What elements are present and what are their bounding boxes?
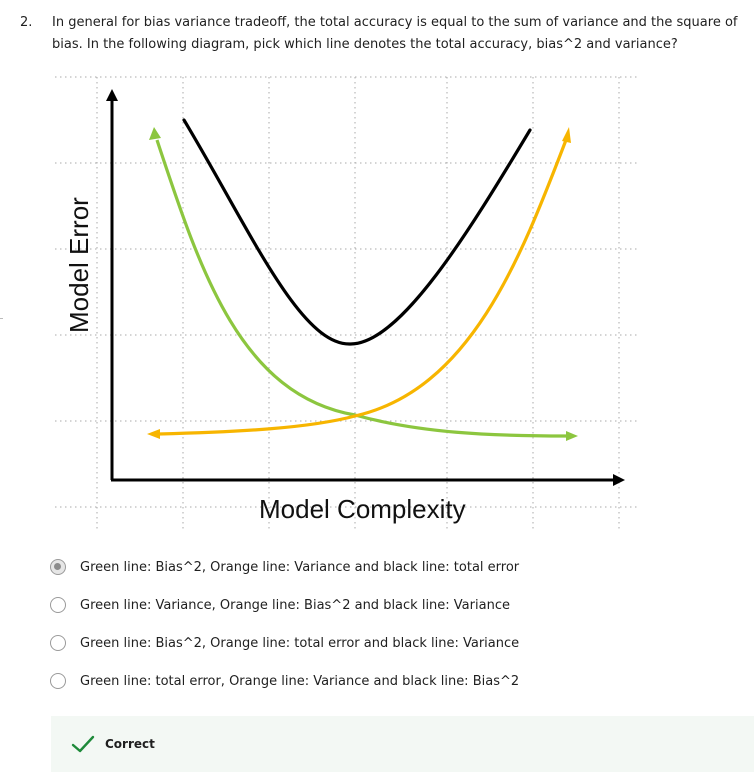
page-edge-mark — [0, 318, 3, 319]
question-number: 2. — [20, 15, 33, 30]
black-curve — [182, 118, 532, 346]
green-curve-start-arrow-icon — [149, 127, 161, 140]
question-text: In general for bias variance tradeoff, t… — [52, 15, 738, 52]
orange-curve-end-arrow-icon — [562, 127, 571, 143]
answer-option-3[interactable]: Green line: Bias^2, Orange line: total e… — [50, 624, 740, 662]
bias-variance-diagram: Model Error Model Complexity — [55, 76, 640, 530]
x-axis-arrow-icon — [613, 474, 625, 486]
answer-option-4[interactable]: Green line: total error, Orange line: Va… — [50, 662, 740, 700]
radio-button-2[interactable] — [50, 597, 66, 613]
answer-options: Green line: Bias^2, Orange line: Varianc… — [50, 548, 740, 700]
feedback-label: Correct — [105, 737, 155, 751]
y-axis-arrow-icon — [106, 89, 118, 101]
answer-option-label: Green line: Bias^2, Orange line: Varianc… — [80, 559, 520, 575]
green-curve — [155, 139, 568, 438]
radio-button-4[interactable] — [50, 673, 66, 689]
y-axis-label: Model Error — [64, 197, 94, 333]
feedback-banner: Correct — [51, 716, 754, 772]
answer-option-1[interactable]: Green line: Bias^2, Orange line: Varianc… — [50, 548, 740, 586]
orange-curve-start-arrow-icon — [147, 429, 160, 439]
checkmark-icon — [71, 735, 95, 753]
green-curve-end-arrow-icon — [566, 431, 578, 441]
radio-button-1[interactable] — [50, 559, 66, 575]
radio-button-3[interactable] — [50, 635, 66, 651]
grid-lines — [55, 76, 640, 530]
axes — [106, 89, 625, 486]
answer-option-label: Green line: Variance, Orange line: Bias^… — [80, 597, 510, 613]
answer-option-2[interactable]: Green line: Variance, Orange line: Bias^… — [50, 586, 740, 624]
orange-curve — [158, 139, 568, 436]
answer-option-label: Green line: Bias^2, Orange line: total e… — [80, 635, 520, 651]
x-axis-label: Model Complexity — [259, 494, 466, 524]
answer-option-label: Green line: total error, Orange line: Va… — [80, 673, 520, 689]
